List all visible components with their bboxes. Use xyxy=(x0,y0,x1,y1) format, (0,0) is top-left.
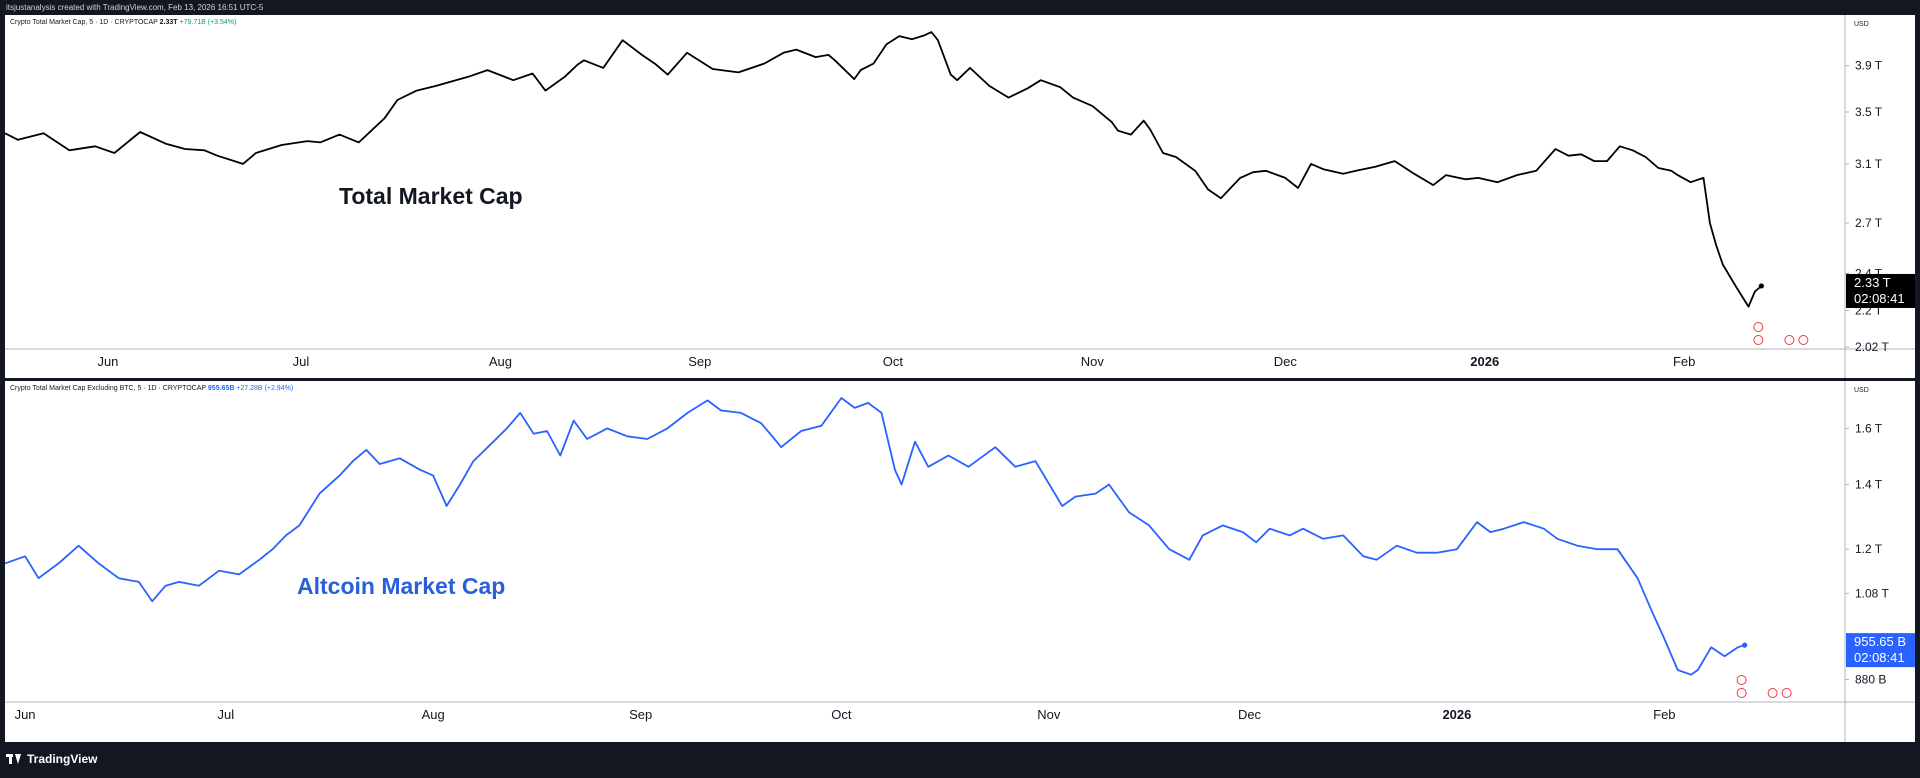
event-flag-icon xyxy=(1767,688,1778,698)
annotation-altcoin-market-cap: Altcoin Market Cap xyxy=(297,573,506,599)
last-price-box xyxy=(1846,273,1915,308)
currency-label: USD xyxy=(1854,387,1869,394)
annotation-total-market-cap: Total Market Cap xyxy=(339,183,523,209)
x-tick-label: Jul xyxy=(217,707,234,722)
legend-symbol: Crypto Total Market Cap, 5 · 1D · CRYPTO… xyxy=(10,19,158,26)
event-dividend-icon xyxy=(1753,322,1764,332)
y-tick-label: 880 B xyxy=(1855,672,1886,686)
series-line xyxy=(5,31,1762,308)
x-tick-label: Nov xyxy=(1081,354,1105,369)
legend-altcoin: Crypto Total Market Cap Excluding BTC, 5… xyxy=(10,385,293,392)
legend-value: 955.65B xyxy=(207,385,235,392)
legend-total: Crypto Total Market Cap, 5 · 1D · CRYPTO… xyxy=(10,19,236,26)
chart-header: itsjustanalysis created with TradingView… xyxy=(0,0,1920,15)
x-tick-label: Jun xyxy=(97,354,118,369)
x-tick-label: Feb xyxy=(1653,707,1675,722)
y-tick-label: 1.2 T xyxy=(1855,542,1883,556)
x-tick-label: Dec xyxy=(1238,707,1262,722)
event-flag-icon xyxy=(1753,335,1764,345)
y-tick-label: 1.08 T xyxy=(1855,586,1889,600)
tradingview-logo[interactable]: TradingView xyxy=(6,752,97,766)
x-tick-label: Aug xyxy=(489,354,512,369)
event-flag-icon xyxy=(1781,688,1792,698)
x-tick-label: 2026 xyxy=(1470,354,1499,369)
x-tick-label: 2026 xyxy=(1442,707,1471,722)
currency-label: USD xyxy=(1854,21,1869,28)
y-tick-label: 2.7 T xyxy=(1855,216,1883,230)
last-price-box xyxy=(1846,633,1915,668)
last-price-value: 2.33 T xyxy=(1854,275,1891,290)
legend-change: +79.71B (+3.54%) xyxy=(179,19,237,26)
legend-symbol: Crypto Total Market Cap Excluding BTC, 5… xyxy=(10,385,206,392)
y-tick-label: 3.1 T xyxy=(1855,157,1883,171)
y-tick-label: 1.6 T xyxy=(1855,421,1883,435)
y-tick-label: 3.9 T xyxy=(1855,59,1883,73)
last-price-value: 955.65 B xyxy=(1854,634,1906,649)
chart-panel-altcoin[interactable]: Crypto Total Market Cap Excluding BTC, 5… xyxy=(5,381,1915,742)
last-point xyxy=(1742,642,1748,648)
event-dividend-icon xyxy=(1736,675,1747,685)
legend-change: +27.28B (+2.94%) xyxy=(236,385,294,392)
last-point xyxy=(1758,283,1764,289)
last-price-label: 2.33 T02:08:41 xyxy=(1846,273,1915,308)
bar-countdown: 02:08:41 xyxy=(1854,650,1905,665)
y-tick-label: 3.5 T xyxy=(1855,105,1883,119)
chart-panel-total[interactable]: Crypto Total Market Cap, 5 · 1D · CRYPTO… xyxy=(5,15,1915,378)
tradingview-brand: TradingView xyxy=(27,752,98,766)
x-tick-label: Aug xyxy=(422,707,445,722)
series-line xyxy=(5,397,1745,676)
x-tick-label: Oct xyxy=(883,354,904,369)
footer-bar: TradingView xyxy=(0,742,1920,778)
legend-value: 2.33T xyxy=(159,19,178,26)
event-flag-icon xyxy=(1798,335,1809,345)
x-tick-label: Oct xyxy=(831,707,852,722)
event-flag-icon xyxy=(1784,335,1795,345)
chart-svg-altcoin[interactable]: 1.6 T 1.4 T 1.2 T 1.08 T 880 B Jun Jul Aug Sep Oc… xyxy=(5,381,1915,742)
event-flag-icon xyxy=(1736,688,1747,698)
last-price-label: 955.65 B02:08:41 xyxy=(1846,633,1915,668)
tradingview-logo-icon xyxy=(6,754,22,764)
y-tick-label: 1.4 T xyxy=(1855,477,1883,491)
x-tick-label: Jun xyxy=(15,707,36,722)
x-tick-label: Nov xyxy=(1037,707,1061,722)
header-text: itsjustanalysis created with TradingView… xyxy=(6,3,264,12)
x-tick-label: Sep xyxy=(688,354,711,369)
x-tick-label: Feb xyxy=(1673,354,1695,369)
x-tick-label: Dec xyxy=(1274,354,1298,369)
y-tick-label: 2.02 T xyxy=(1855,340,1889,354)
x-tick-label: Sep xyxy=(629,707,652,722)
x-tick-label: Jul xyxy=(293,354,310,369)
bar-countdown: 02:08:41 xyxy=(1854,291,1905,306)
